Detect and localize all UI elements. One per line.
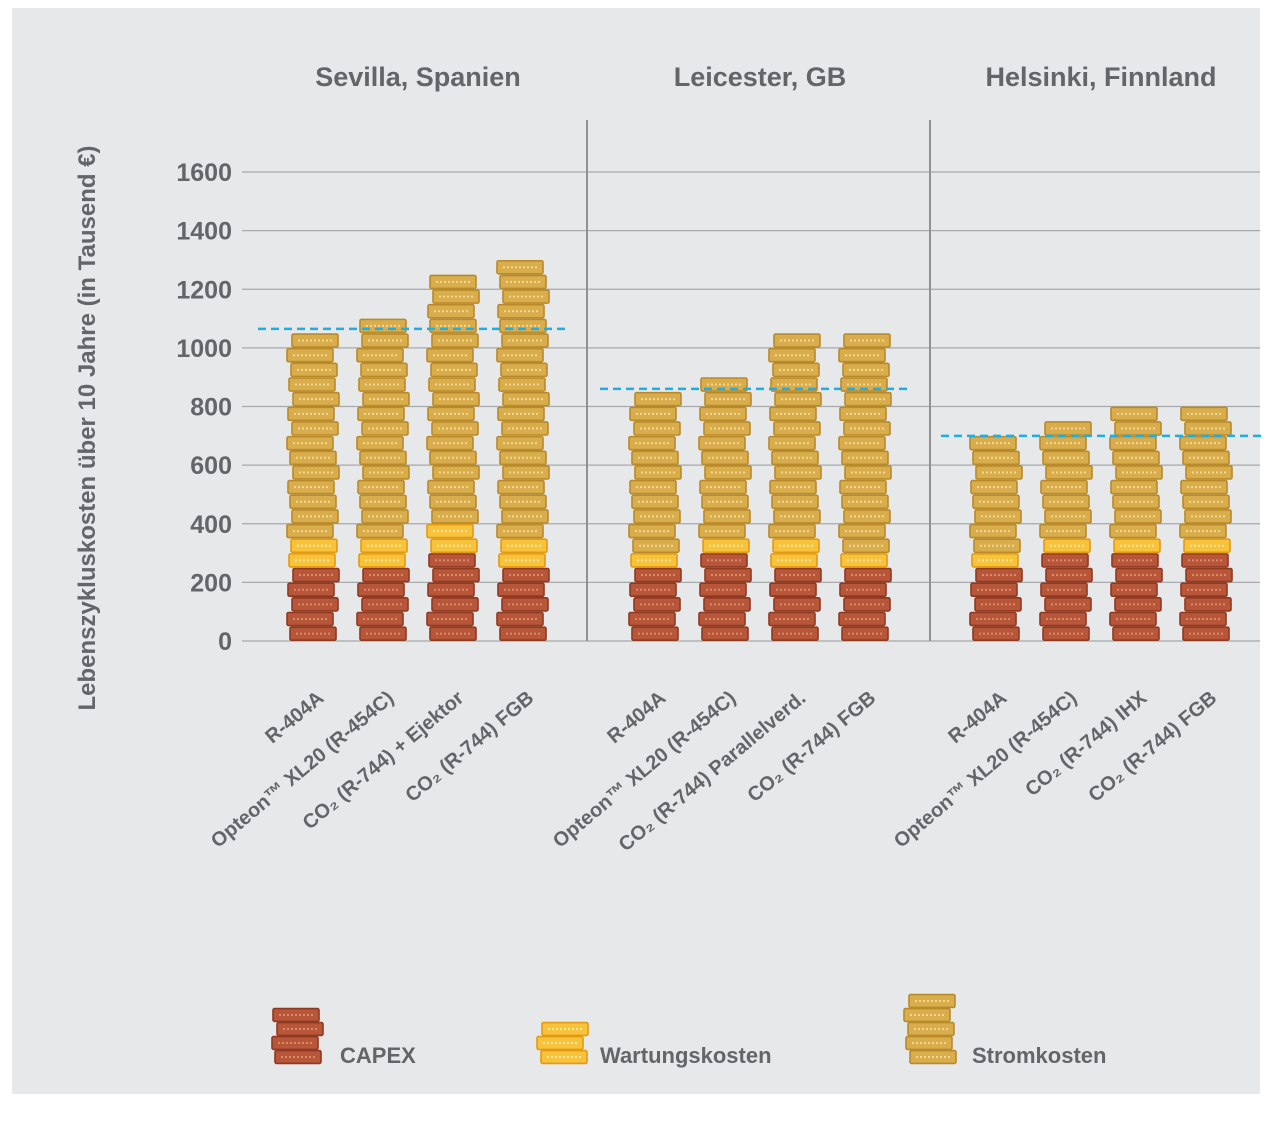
bar-stack [628, 391, 682, 641]
group-title: Leicester, GB [674, 62, 847, 92]
legend-item: Stromkosten [903, 993, 1106, 1068]
y-axis-label: Lebenszykluskosten über 10 Jahre (in Tau… [74, 145, 101, 710]
gridlines [242, 171, 1260, 642]
x-tick-label: R-404A [603, 687, 670, 748]
x-tick-label: CO₂ (R-744) FGB [1084, 687, 1221, 807]
legend: CAPEX Wartungskosten Stromkosten [271, 993, 1106, 1068]
x-tick-label: CO₂ (R-744) FGB [401, 687, 538, 807]
legend-item: CAPEX [271, 1007, 416, 1068]
y-tick-label: 400 [190, 511, 232, 539]
x-tick-label: R-404A [261, 687, 328, 748]
x-tick-label: CO₂ (R-744) IHX [1021, 687, 1151, 801]
bar-stack [969, 435, 1023, 641]
y-tick-label: 1000 [176, 335, 232, 363]
bar-stack [768, 333, 822, 641]
legend-item: Wartungskosten [536, 1021, 772, 1068]
legend-label: Stromkosten [972, 1043, 1106, 1068]
bar-stack [356, 318, 410, 641]
group-title: Sevilla, Spanien [315, 62, 521, 92]
legend-label: Wartungskosten [600, 1043, 772, 1068]
y-tick-label: 200 [190, 569, 232, 597]
bar-stack [1109, 406, 1163, 641]
y-tick-label: 1600 [176, 159, 232, 187]
y-tick-label: 0 [218, 628, 232, 656]
group-title: Helsinki, Finnland [985, 62, 1216, 92]
x-tick-label: CO₂ (R-744) FGB [743, 687, 880, 807]
y-tick-label: 800 [190, 394, 232, 422]
bar-stack [286, 333, 340, 641]
bar-stack [838, 333, 892, 641]
x-tick-label: R-404A [944, 687, 1011, 748]
bar-stack [426, 274, 480, 641]
y-tick-label: 600 [190, 452, 232, 480]
bar-stack [1179, 406, 1233, 641]
y-tick-label: 1400 [176, 218, 232, 246]
bar-stack [698, 377, 752, 641]
bar-stack [496, 259, 550, 641]
y-tick-label: 1200 [176, 276, 232, 304]
legend-label: CAPEX [340, 1043, 416, 1068]
bar-stack [1039, 421, 1093, 641]
